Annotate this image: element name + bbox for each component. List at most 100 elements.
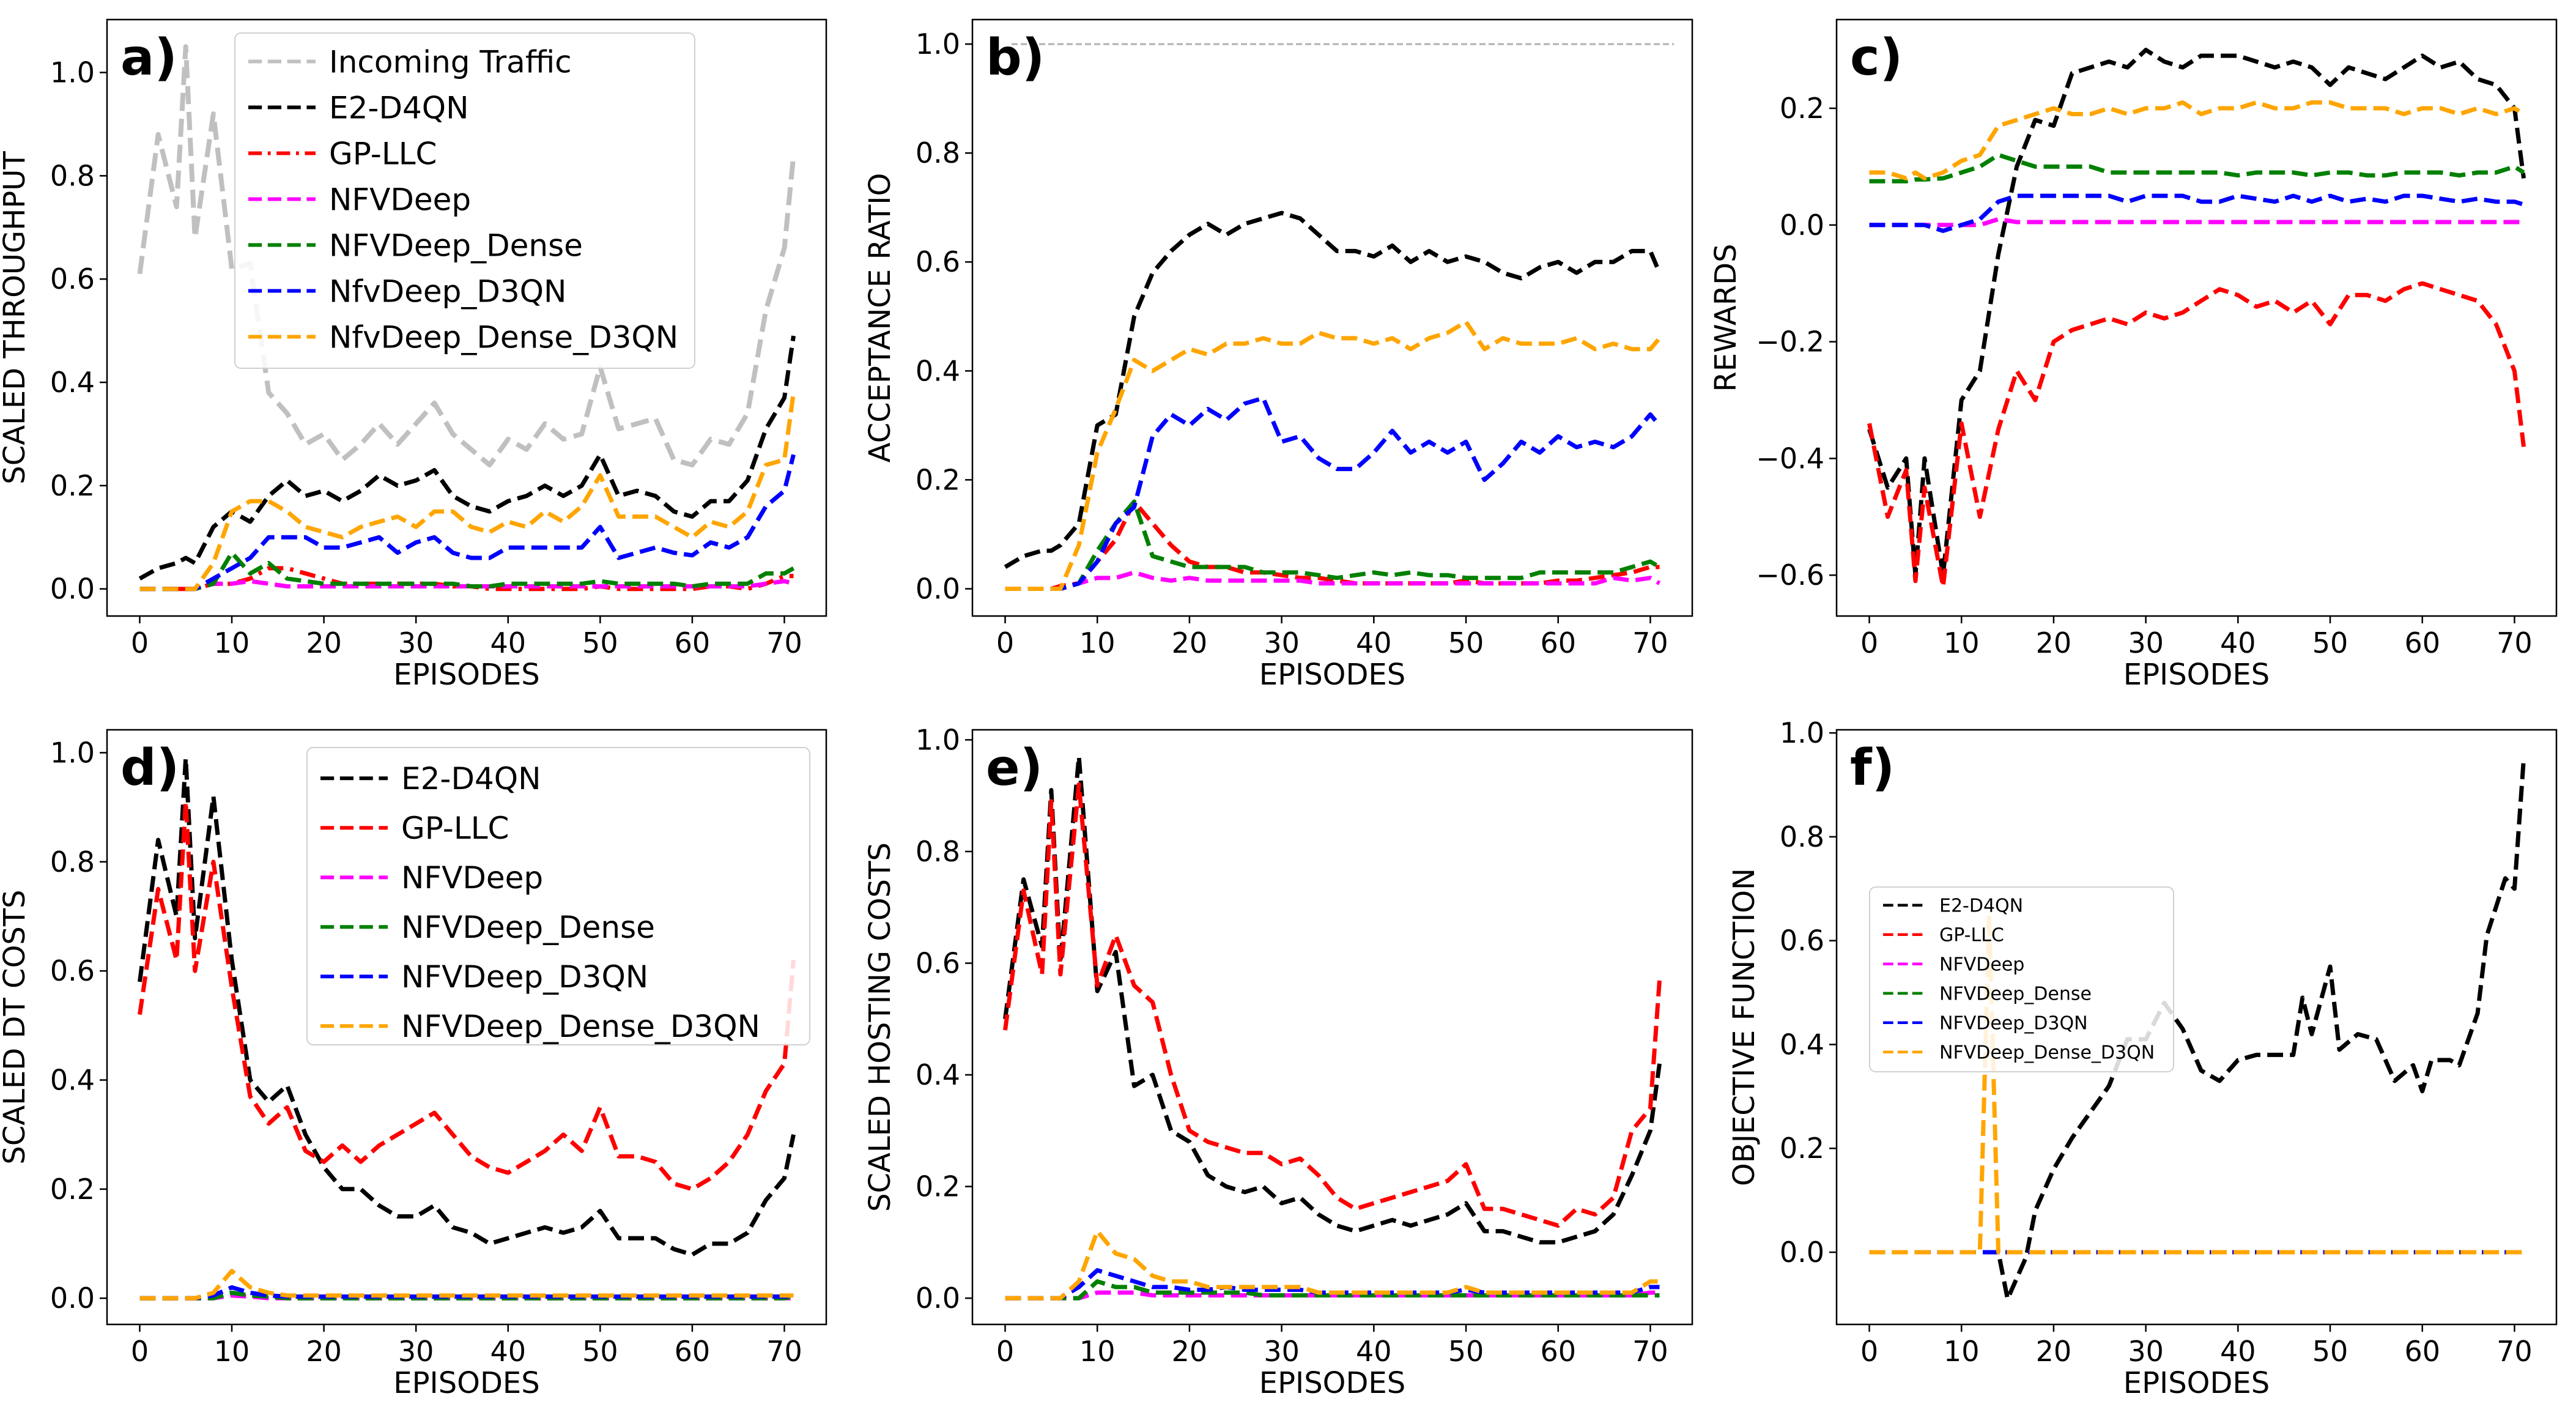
x-tick-label: 60 bbox=[1540, 1335, 1576, 1368]
legend-entry: NFVDeep_Dense_D3QN bbox=[401, 1009, 760, 1044]
x-tick-label: 50 bbox=[1448, 1335, 1484, 1368]
x-tick-label: 50 bbox=[2312, 626, 2348, 659]
series-line-gp-llc bbox=[138, 800, 796, 1192]
series-line-incoming traffic bbox=[137, 44, 796, 468]
series-line-nfvdeep_d3qn bbox=[1005, 1268, 1660, 1301]
x-tick-label: 50 bbox=[1448, 626, 1484, 659]
x-tick-label: 70 bbox=[2496, 1335, 2533, 1368]
axes-frame bbox=[971, 729, 1693, 1326]
y-axis-label: REWARDS bbox=[1709, 243, 1743, 392]
y-tick-label: 0.4 bbox=[1780, 1028, 1824, 1061]
x-tick-label: 70 bbox=[1632, 1335, 1668, 1368]
x-axis-label: EPISODES bbox=[393, 658, 539, 692]
y-axis-label: SCALED DT COSTS bbox=[0, 889, 32, 1164]
y-tick-label: 0.2 bbox=[50, 1173, 95, 1206]
y-tick-label: 0.6 bbox=[1780, 924, 1824, 957]
y-tick-label: −0.2 bbox=[1756, 325, 1824, 358]
x-tick-label: 0 bbox=[131, 626, 149, 659]
axes-frame bbox=[1835, 729, 2558, 1326]
axes-frame bbox=[971, 18, 1693, 617]
x-tick-label: 60 bbox=[675, 1335, 711, 1368]
legend-entry: GP-LLC bbox=[1939, 925, 2004, 946]
axes-frame bbox=[106, 729, 827, 1326]
x-tick-label: 20 bbox=[1172, 1335, 1208, 1368]
y-tick-label: 0.4 bbox=[916, 1058, 960, 1091]
series-line-nfvdeep_dense bbox=[1005, 1279, 1660, 1301]
x-tick-label: 20 bbox=[2036, 626, 2072, 659]
y-tick-label: 0.4 bbox=[50, 1063, 95, 1096]
series-line-gp-llc bbox=[1867, 281, 2526, 589]
series-line-nfvdeep_dense_d3qn bbox=[1005, 1229, 1660, 1301]
series-line-gp-llc bbox=[1005, 499, 1660, 591]
series-line-nfvdeep_d3qn bbox=[139, 454, 796, 592]
y-tick-label: 0.0 bbox=[1780, 209, 1824, 242]
x-tick-label: 30 bbox=[1264, 1335, 1300, 1368]
legend-entry: NFVDeep_Dense bbox=[329, 228, 583, 264]
x-axis-label: EPISODES bbox=[393, 1366, 539, 1400]
subplot-c: 0 10 20 30 40 50 60 70 −0.6 −0.4 −0.2 0.0 0.2 EPISODE… bbox=[1709, 18, 2558, 692]
legend-entry: NFVDeep bbox=[329, 182, 471, 218]
y-tick-label: 1.0 bbox=[916, 28, 960, 61]
y-tick-label: 0.8 bbox=[1780, 820, 1824, 853]
x-tick-label: 70 bbox=[2496, 626, 2533, 659]
x-tick-label: 40 bbox=[2220, 1335, 2256, 1368]
x-tick-label: 0 bbox=[131, 1335, 149, 1368]
legend-entry: GP-LLC bbox=[329, 136, 437, 172]
y-tick-label: 0.2 bbox=[916, 463, 960, 496]
x-tick-label: 10 bbox=[1944, 1335, 1980, 1368]
x-tick-label: 20 bbox=[306, 626, 342, 659]
axes-frame bbox=[1835, 18, 2558, 617]
subplot-d: 0 10 20 30 40 50 60 70 0.0 0.2 0.4 0.6 0.8 1.0 EPISODE… bbox=[0, 729, 827, 1400]
x-tick-label: 0 bbox=[996, 626, 1014, 659]
x-tick-label: 0 bbox=[1860, 1335, 1878, 1368]
x-axis-label: EPISODES bbox=[1259, 1366, 1405, 1400]
legend-frame bbox=[234, 32, 695, 369]
legend-frame bbox=[306, 747, 810, 1045]
series-line-nfvdeep_d3qn bbox=[1869, 193, 2525, 233]
legend-entry: NFVDeep_D3QN bbox=[1939, 1013, 2088, 1034]
y-axis-label: SCALED HOSTING COSTS bbox=[863, 842, 897, 1212]
y-tick-label: 0.2 bbox=[1780, 1132, 1824, 1165]
series-line-e2-d4qn bbox=[1867, 48, 2526, 577]
x-tick-label: 60 bbox=[2404, 1335, 2440, 1368]
legend: E2-D4QN GP-LLC NFVDeep NFVDeep_Dense NFVDeep… bbox=[306, 747, 810, 1045]
y-tick-label: 0.6 bbox=[916, 946, 960, 979]
y-tick-label: −0.4 bbox=[1756, 442, 1824, 475]
x-tick-label: 50 bbox=[2312, 1335, 2348, 1368]
y-tick-label: 0.0 bbox=[916, 572, 960, 605]
panel-label: a) bbox=[120, 29, 177, 87]
series-line-nfvdeep_dense_d3qn bbox=[1869, 100, 2525, 180]
series-line-nfvdeep_dense_d3qn bbox=[139, 392, 796, 592]
subplot-b: 0 10 20 30 40 50 60 70 0.0 0.2 0.4 0.6 0.8 1.0 EPISODE… bbox=[863, 18, 1693, 692]
y-tick-label: 0.8 bbox=[50, 159, 95, 192]
y-tick-label: 0.0 bbox=[916, 1282, 960, 1315]
x-tick-label: 70 bbox=[766, 626, 802, 659]
legend: Incoming Traffic E2-D4QN GP-LLC NFVDeep NFVD… bbox=[234, 32, 695, 369]
x-tick-label: 30 bbox=[2128, 626, 2164, 659]
x-tick-label: 50 bbox=[582, 1335, 618, 1368]
x-tick-label: 40 bbox=[2220, 626, 2256, 659]
x-tick-label: 10 bbox=[1079, 626, 1116, 659]
x-axis-label: EPISODES bbox=[1259, 658, 1405, 692]
x-tick-label: 30 bbox=[1264, 626, 1300, 659]
legend-entry: NfvDeep_Dense_D3QN bbox=[329, 320, 678, 355]
y-axis-label: SCALED THROUGHPUT bbox=[0, 151, 32, 484]
y-tick-label: 0.6 bbox=[916, 245, 960, 278]
y-tick-label: 0.0 bbox=[50, 1282, 95, 1315]
legend-frame bbox=[1869, 886, 2174, 1072]
series-line-e2-d4qn bbox=[1003, 754, 1662, 1245]
series-line-nfvdeep_dense bbox=[139, 551, 795, 592]
series-line-nfvdeep_dense_d3qn bbox=[1869, 912, 2524, 1255]
series-line-e2-d4qn bbox=[138, 335, 796, 581]
x-axis-label: EPISODES bbox=[2123, 658, 2270, 692]
legend-entry: NFVDeep_Dense_D3QN bbox=[1939, 1042, 2155, 1064]
legend-entry: E2-D4QN bbox=[329, 91, 469, 126]
legend-entry: NFVDeep_D3QN bbox=[401, 959, 648, 995]
x-tick-label: 60 bbox=[675, 626, 711, 659]
legend-entry: NFVDeep bbox=[1939, 954, 2024, 976]
series-line-nfvdeep_dense_d3qn bbox=[1005, 319, 1662, 591]
legend-entry: E2-D4QN bbox=[1939, 896, 2023, 917]
x-tick-label: 10 bbox=[214, 1335, 250, 1368]
axes-frame bbox=[106, 18, 827, 617]
